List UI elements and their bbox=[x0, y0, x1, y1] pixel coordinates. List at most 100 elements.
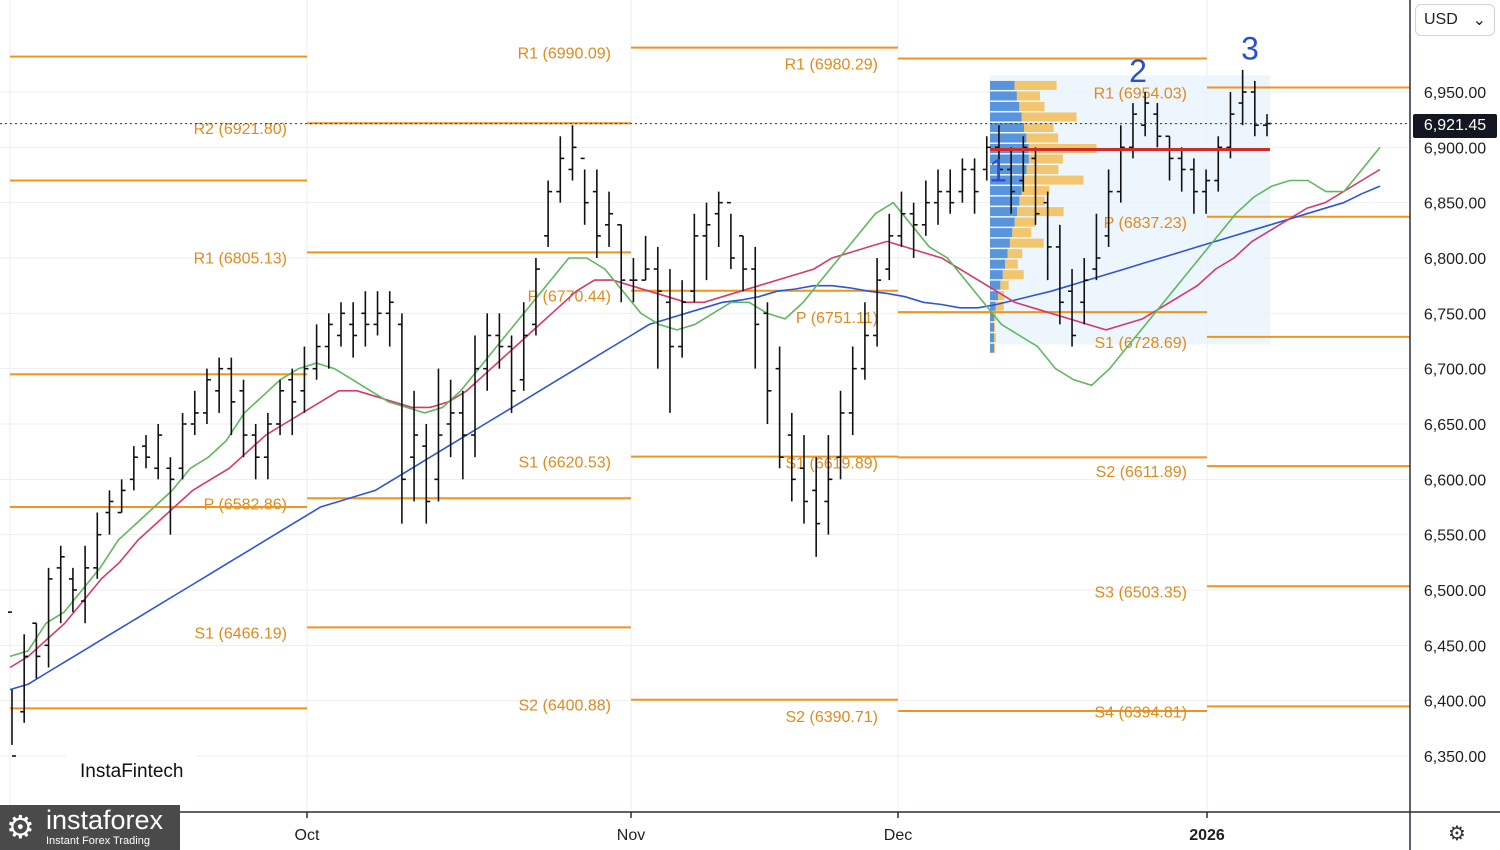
ohlc-bar bbox=[739, 235, 748, 292]
pivot-label: S2 (6400.88) bbox=[518, 698, 611, 715]
ohlc-bar bbox=[20, 634, 29, 723]
ohlc-bar bbox=[361, 291, 370, 347]
pivot-label: R1 (6954.03) bbox=[1094, 86, 1187, 103]
ohlc-bar bbox=[32, 622, 41, 679]
volume-bar-orange bbox=[1007, 249, 1023, 259]
volume-bar-blue bbox=[990, 217, 1015, 227]
pivot-label: P (6751.11) bbox=[796, 310, 878, 327]
ohlc-bar bbox=[1007, 147, 1016, 214]
ohlc-bar bbox=[1189, 158, 1198, 214]
ohlc-bar bbox=[714, 191, 723, 247]
ohlc-bar bbox=[970, 158, 979, 214]
ohlc-bar bbox=[44, 567, 53, 668]
ohlc-bar bbox=[580, 157, 589, 225]
volume-bar-blue bbox=[990, 228, 1013, 238]
volume-bar-orange bbox=[1026, 165, 1059, 175]
gear-icon[interactable]: ⚙ bbox=[1448, 823, 1466, 845]
ohlc-bar bbox=[836, 390, 845, 480]
volume-bar-orange bbox=[1019, 101, 1045, 111]
ohlc-bar bbox=[349, 302, 358, 358]
y-tick-label: 6,350.00 bbox=[1424, 749, 1486, 766]
ohlc-bar bbox=[117, 479, 126, 514]
volume-bar-orange bbox=[994, 322, 995, 332]
ohlc-bar bbox=[824, 435, 833, 535]
x-tick-label: Dec bbox=[884, 827, 912, 844]
ohlc-bar bbox=[946, 169, 955, 214]
ohlc-bar bbox=[178, 412, 187, 480]
ohlc-bar bbox=[190, 390, 199, 436]
volume-profile bbox=[990, 75, 1270, 353]
ohlc-bar bbox=[1043, 191, 1052, 281]
y-tick-label: 6,500.00 bbox=[1424, 583, 1486, 600]
ohlc-bar bbox=[653, 246, 662, 369]
ohlc-bars bbox=[8, 69, 1271, 757]
volume-bar-blue bbox=[990, 80, 1015, 90]
ohlc-bar bbox=[860, 302, 869, 380]
pivot-label: S4 (6394.81) bbox=[1094, 704, 1187, 721]
volume-bar-blue bbox=[990, 259, 1006, 269]
volume-bar-blue bbox=[990, 186, 1022, 196]
ohlc-bar bbox=[617, 224, 626, 303]
volume-bar-orange bbox=[1014, 80, 1057, 90]
pivot-label: P (6582.86) bbox=[204, 496, 287, 513]
ohlc-bar bbox=[982, 136, 991, 181]
ohlc-bar bbox=[812, 457, 821, 557]
ohlc-bar bbox=[885, 213, 894, 281]
volume-bar-blue bbox=[990, 322, 994, 332]
volume-bar-blue bbox=[990, 270, 1003, 280]
pivot-label: S1 (6619.89) bbox=[785, 455, 878, 472]
volume-bar-orange bbox=[1024, 175, 1084, 185]
pivot-label: P (6837.23) bbox=[1104, 215, 1187, 232]
ohlc-bar bbox=[227, 357, 236, 436]
ohlc-bar bbox=[592, 169, 601, 258]
ohlc-bar bbox=[568, 125, 577, 181]
volume-bar-orange bbox=[1019, 196, 1045, 206]
y-tick-label: 6,400.00 bbox=[1424, 694, 1486, 711]
currency-selector[interactable]: USD ⌄ bbox=[1415, 4, 1495, 36]
pivot-label: R2 (6921.80) bbox=[194, 121, 287, 138]
y-tick-label: 6,900.00 bbox=[1424, 140, 1486, 157]
x-tick-label: Oct bbox=[295, 827, 320, 844]
ohlc-bar bbox=[458, 390, 467, 480]
ohlc-bar bbox=[605, 191, 614, 247]
ohlc-bar bbox=[1055, 224, 1064, 325]
ohlc-bar bbox=[215, 357, 224, 413]
ohlc-bar bbox=[763, 302, 772, 424]
wave-label-3: 3 bbox=[1241, 31, 1259, 67]
volume-bar-orange bbox=[1005, 259, 1018, 269]
volume-bar-orange bbox=[1002, 270, 1024, 280]
volume-bar-blue bbox=[990, 154, 1029, 164]
ohlc-bar bbox=[154, 424, 163, 480]
pivot-label: R1 (6805.13) bbox=[194, 250, 287, 267]
ohlc-bar bbox=[1116, 125, 1125, 203]
ohlc-bar bbox=[202, 368, 211, 424]
ohlc-bar bbox=[471, 335, 480, 458]
volume-bar-orange bbox=[994, 343, 995, 353]
ohlc-bar bbox=[166, 457, 175, 535]
volume-bar-blue bbox=[990, 175, 1025, 185]
pivot-label: S1 (6728.69) bbox=[1094, 335, 1187, 352]
pivot-label: S2 (6390.71) bbox=[785, 709, 878, 726]
ohlc-bar bbox=[848, 346, 857, 436]
x-tick-label: Nov bbox=[617, 827, 645, 844]
ohlc-bar bbox=[1031, 147, 1040, 225]
y-tick-label: 6,950.00 bbox=[1424, 85, 1486, 102]
ohlc-bar bbox=[1250, 80, 1259, 137]
ohlc-bar bbox=[56, 545, 65, 624]
ohlc-bar bbox=[641, 235, 650, 281]
volume-bar-blue bbox=[990, 101, 1020, 111]
ohlc-bar bbox=[678, 280, 687, 358]
volume-bar-blue bbox=[990, 343, 994, 353]
ohlc-bar bbox=[276, 379, 285, 436]
volume-bar-orange bbox=[1017, 207, 1064, 217]
ohlc-bar bbox=[251, 424, 260, 480]
volume-bar-blue bbox=[990, 122, 1024, 132]
ohlc-bar bbox=[1165, 135, 1174, 181]
brand-logo: ⚙ instaforex Instant Forex Trading bbox=[0, 805, 180, 850]
wave-label-1: 1 bbox=[989, 152, 1007, 188]
ohlc-bar bbox=[105, 490, 114, 535]
pivot-label: S1 (6466.19) bbox=[194, 625, 287, 642]
ohlc-bar bbox=[934, 169, 943, 225]
ohlc-bar bbox=[495, 313, 504, 369]
